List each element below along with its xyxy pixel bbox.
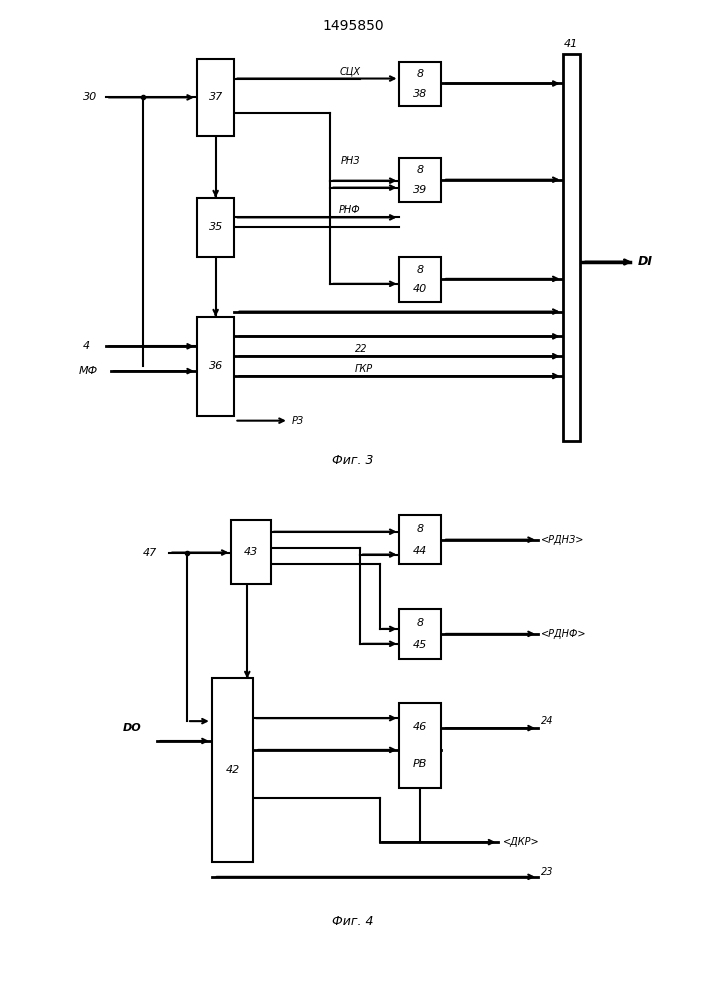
Bar [197, 198, 235, 257]
Text: 37: 37 [209, 92, 223, 102]
Text: ГКР: ГКР [355, 364, 373, 374]
Text: РНЗ: РНЗ [340, 156, 360, 166]
Text: 44: 44 [413, 546, 427, 556]
Text: 39: 39 [413, 185, 427, 195]
Text: 4: 4 [83, 341, 90, 351]
Text: DO: DO [123, 723, 141, 733]
Bar [563, 54, 580, 440]
Bar [231, 520, 271, 584]
Text: 42: 42 [226, 765, 240, 775]
Bar [399, 257, 441, 302]
Bar [399, 609, 441, 659]
Text: <ДКР>: <ДКР> [503, 837, 540, 847]
Bar [197, 317, 235, 416]
Text: 36: 36 [209, 361, 223, 371]
Text: 8: 8 [416, 618, 423, 628]
Text: 40: 40 [413, 284, 427, 294]
Text: 8: 8 [416, 69, 423, 79]
Text: 22: 22 [355, 344, 368, 354]
Text: 47: 47 [143, 548, 157, 558]
Text: МФ: МФ [78, 366, 98, 376]
Text: 45: 45 [413, 640, 427, 650]
Bar [197, 59, 235, 136]
Text: РВ: РВ [413, 759, 428, 769]
Text: СЦХ: СЦХ [339, 67, 361, 77]
Bar [399, 515, 441, 564]
Text: 8: 8 [416, 524, 423, 534]
Text: DI: DI [638, 255, 653, 268]
Bar [399, 158, 441, 202]
Text: 43: 43 [244, 547, 258, 557]
Text: РНФ: РНФ [339, 205, 361, 215]
Text: 24: 24 [541, 716, 554, 726]
Text: РЗ: РЗ [292, 416, 304, 426]
Bar [211, 678, 253, 862]
Text: <РДНФ>: <РДНФ> [541, 629, 586, 639]
Text: 30: 30 [83, 92, 98, 102]
Text: Фиг. 3: Фиг. 3 [332, 454, 374, 467]
Text: 1495850: 1495850 [322, 19, 384, 33]
Text: 8: 8 [416, 265, 423, 275]
Text: Фиг. 4: Фиг. 4 [332, 915, 374, 928]
Text: 23: 23 [541, 867, 554, 877]
Text: 35: 35 [209, 222, 223, 232]
Bar [399, 703, 441, 788]
Text: 38: 38 [413, 89, 427, 99]
Bar [399, 62, 441, 106]
Text: 41: 41 [564, 39, 578, 49]
Text: <РДНЗ>: <РДНЗ> [541, 535, 584, 545]
Text: 46: 46 [413, 722, 427, 732]
Text: 8: 8 [416, 165, 423, 175]
